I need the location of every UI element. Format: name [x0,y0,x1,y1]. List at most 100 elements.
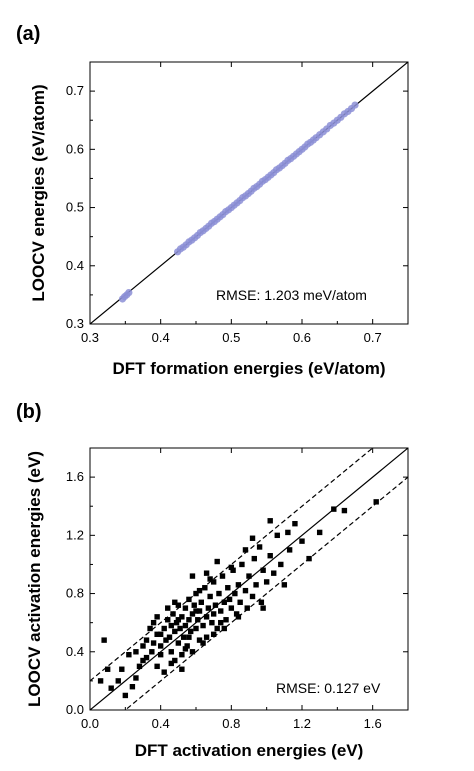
data-point [249,593,256,600]
data-point [196,608,203,614]
plot-a-frame [89,61,409,325]
y-tick-label: 1.6 [66,469,84,484]
data-point [101,637,107,643]
data-point [267,518,273,524]
data-point [133,649,139,655]
x-tick-label: 0.3 [81,330,99,345]
plot-b-xlabel: DFT activation energies (eV) [135,741,364,760]
data-point [210,611,217,617]
data-point [299,538,305,544]
data-point [285,529,291,536]
x-tick-label: 0.0 [81,716,99,731]
data-point [163,637,169,643]
data-point [189,573,196,579]
data-point [165,617,171,623]
plot-a-rmse: RMSE: 1.203 meV/atom [216,287,367,303]
data-point [249,535,256,541]
x-tick-label: 0.4 [152,330,170,345]
data-point [179,651,185,658]
data-point [180,634,187,640]
data-point [242,587,249,594]
data-point [175,602,182,608]
data-point [175,617,182,623]
data-point [126,651,132,658]
data-point [172,599,178,605]
data-point [175,640,182,646]
data-point [219,573,226,579]
data-point [182,605,189,611]
data-point [228,564,235,571]
panel-b: (b) 0.0 0.4 0.8 1.2 1.6 0.0 0.4 0.8 1.2 1.6 RMSE:… [16,401,409,760]
data-point [267,553,273,559]
data-point [235,614,242,620]
data-point [203,570,210,576]
data-point [172,657,178,664]
data-point [140,643,146,649]
x-tick-label: 0.5 [222,330,240,345]
plot-a-ticks: 0.3 0.4 0.5 0.6 0.7 0.3 0.4 0.5 0.6 0.7 [66,62,408,345]
plot-b-frame [89,447,409,711]
data-point [253,582,259,588]
data-point [154,614,160,620]
panel-b-label: (b) [16,401,42,423]
data-point [235,582,242,588]
data-point [182,622,189,629]
data-point [186,617,192,623]
data-point [189,649,196,655]
data-point [274,532,280,539]
data-point [129,684,136,690]
data-point [260,605,266,611]
y-tick-label: 0.8 [66,586,84,601]
data-point [108,685,114,691]
data-point [168,649,174,655]
data-point [316,529,323,536]
y-tick-label: 0.7 [66,83,84,98]
data-point [281,582,288,588]
data-point [210,631,217,638]
data-point [122,692,129,699]
data-point [189,611,196,617]
data-point [136,663,143,670]
data-point [119,666,125,672]
plot-b-rmse: RMSE: 0.127 eV [276,680,381,696]
plot-b-ylabel: LOOCV activation energies (eV) [25,451,44,707]
data-point [161,625,167,632]
data-point [133,675,139,681]
data-point [258,599,265,605]
x-tick-label: 0.7 [364,330,382,345]
data-point [143,637,150,643]
data-point [195,617,201,623]
data-point [286,547,293,553]
data-point [168,660,174,667]
data-point [165,605,171,611]
data-point [154,663,160,670]
panel-a-label: (a) [16,23,40,45]
y-tick-label: 1.2 [66,527,84,542]
y-tick-label: 0.3 [66,316,84,331]
data-point [237,599,243,605]
data-point [225,585,231,591]
data-point [166,634,173,640]
data-point [331,506,337,512]
data-point [232,590,238,597]
data-point [209,619,215,626]
plot-a-xlabel: DFT formation energies (eV/atom) [113,359,386,378]
data-point [263,579,270,585]
x-tick-label: 0.8 [222,716,240,731]
data-point [221,625,227,632]
data-point [193,590,199,597]
data-point [212,602,219,608]
data-point [140,657,146,664]
data-point [221,599,227,605]
plot-a-ylabel: LOOCV energies (eV/atom) [29,84,48,301]
data-point [251,555,257,562]
data-point [216,590,222,597]
data-point [218,619,224,626]
data-point [203,614,210,620]
data-point [230,567,236,573]
panel-a: (a) 0.3 0.4 0.5 0.6 0.7 0.3 0.4 0.5 0.6 0.7 RMSE:… [16,23,409,378]
data-point [292,520,298,527]
y-tick-label: 0.0 [66,702,84,717]
data-point [203,634,210,640]
